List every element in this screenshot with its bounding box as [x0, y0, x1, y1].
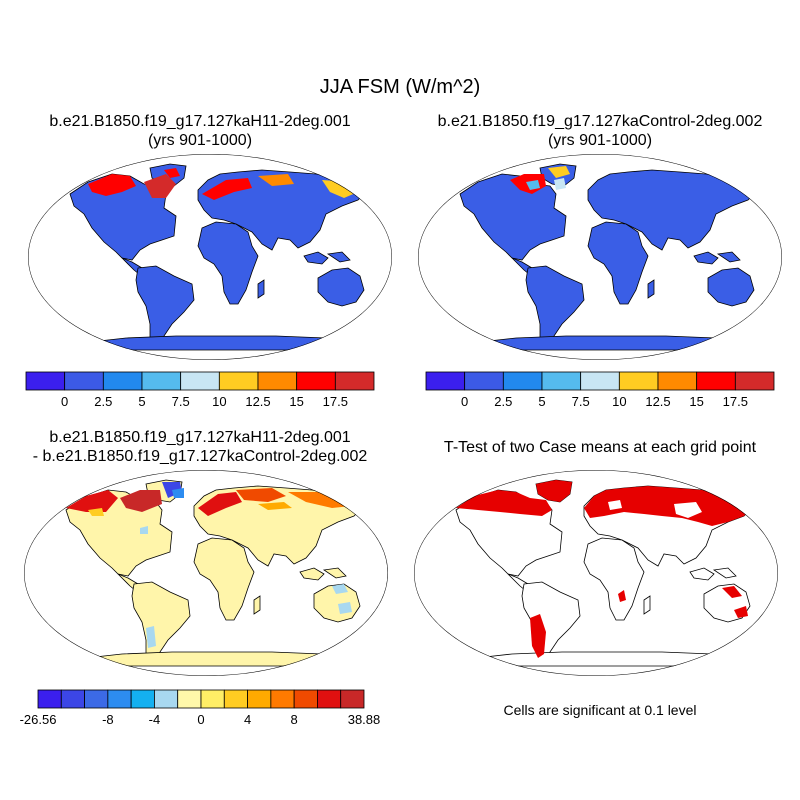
land-fill-case2	[459, 163, 771, 351]
colorbar-difference-swatch	[293, 689, 318, 709]
colorbar-difference-tick-label: -4	[149, 712, 161, 727]
high-fsm-regions-case1	[88, 168, 358, 200]
colorbar-case2-swatch	[541, 371, 582, 391]
figure-title: JJA FSM (W/m^2)	[319, 76, 481, 98]
colorbar-case2: 0 2.5 5 7.5 10 12.5 15 17.5	[425, 371, 775, 409]
panel-title-difference: b.e21.B1850.f19_g17.127kaH11-2deg.001 - …	[10, 428, 390, 466]
colorbar-difference-tick-label: 0	[197, 712, 204, 727]
colorbar-case2-swatch	[696, 371, 736, 391]
colorbar-case1-swatch	[257, 371, 298, 391]
map-ttest-significance	[414, 470, 778, 676]
map-case1	[28, 154, 392, 360]
colorbar-case1-swatch	[25, 371, 66, 391]
colorbar-difference-swatch	[200, 689, 225, 709]
colorbar-case1-tick-label: 12.5	[245, 394, 270, 409]
panel-title-case1-line1: b.e21.B1850.f19_g17.127kaH11-2deg.001	[49, 113, 351, 130]
colorbar-difference-swatch	[37, 689, 62, 709]
colorbar-case1-tick-label: 15	[289, 394, 303, 409]
colorbar-difference-swatch	[177, 689, 202, 709]
colorbar-case1-tick-label: 17.5	[323, 394, 348, 409]
colorbar-case1: 0 2.5 5 7.5 10 12.5 15 17.5	[25, 371, 375, 409]
colorbar-difference-swatch	[130, 689, 155, 709]
colorbar-difference: -26.56 -8 -4 0 4 8 38.88	[20, 689, 380, 727]
colorbar-case2-tick-label: 15	[689, 394, 703, 409]
colorbar-case2-swatch	[425, 371, 466, 391]
colorbar-case2-swatch	[502, 371, 543, 391]
colorbar-difference-swatch	[223, 689, 248, 709]
colorbar-case1-swatch	[64, 371, 104, 391]
colorbar-difference-swatch	[340, 689, 365, 709]
colorbar-difference-swatch	[247, 689, 272, 709]
colorbar-difference-swatch	[60, 689, 85, 709]
colorbar-difference-tick-label: -8	[102, 712, 114, 727]
colorbar-case1-swatch	[218, 371, 259, 391]
colorbar-case2-tick-label: 12.5	[645, 394, 670, 409]
panel-title-difference-line2: - b.e21.B1850.f19_g17.127kaControl-2deg.…	[32, 448, 368, 465]
panel-title-case2-years: (yrs 901-1000)	[547, 132, 653, 149]
panel-title-case2-line1: b.e21.B1850.f19_g17.127kaControl-2deg.00…	[437, 113, 763, 130]
colorbar-difference-swatch	[317, 689, 342, 709]
colorbar-difference-tick-label: 8	[291, 712, 298, 727]
colorbar-difference-tick-label: 4	[244, 712, 251, 727]
colorbar-difference-swatch	[107, 689, 132, 709]
colorbar-case1-swatch	[102, 371, 143, 391]
significance-note: Cells are significant at 0.1 level	[503, 702, 697, 718]
colorbar-case2-tick-label: 0	[461, 394, 468, 409]
colorbar-case2-swatch	[464, 371, 504, 391]
colorbar-difference-tick-label: 38.88	[348, 712, 381, 727]
colorbar-case1-swatch	[180, 371, 220, 391]
colorbar-case2-swatch	[734, 371, 775, 391]
colorbar-case2-swatch	[657, 371, 698, 391]
colorbar-case1-tick-label: 7.5	[172, 394, 190, 409]
colorbar-case1-tick-label: 0	[61, 394, 68, 409]
panel-title-case1: b.e21.B1850.f19_g17.127kaH11-2deg.001 (y…	[10, 112, 390, 150]
colorbar-case2-tick-label: 5	[538, 394, 545, 409]
colorbar-case2-tick-label: 2.5	[494, 394, 512, 409]
colorbar-case1-swatch	[334, 371, 375, 391]
colorbar-case1-tick-label: 5	[138, 394, 145, 409]
map-case2	[418, 154, 782, 360]
panel-title-difference-line1: b.e21.B1850.f19_g17.127kaH11-2deg.001	[49, 429, 351, 446]
map-difference	[24, 470, 388, 676]
panel-title-case2: b.e21.B1850.f19_g17.127kaControl-2deg.00…	[410, 112, 790, 150]
colorbar-difference-swatch	[154, 689, 179, 709]
colorbar-difference-tick-label: -26.56	[20, 712, 57, 727]
colorbar-case1-swatch	[141, 371, 182, 391]
high-fsm-regions-case2	[510, 166, 752, 194]
colorbar-case1-swatch	[296, 371, 336, 391]
colorbar-case1-tick-label: 2.5	[94, 394, 112, 409]
colorbar-case1-tick-label: 10	[212, 394, 226, 409]
colorbar-case2-swatch	[580, 371, 620, 391]
panel-title-ttest: T-Test of two Case means at each grid po…	[443, 439, 757, 456]
colorbar-case2-tick-label: 17.5	[723, 394, 748, 409]
colorbar-case2-tick-label: 10	[612, 394, 626, 409]
panel-title-case1-years: (yrs 901-1000)	[147, 132, 253, 149]
colorbar-difference-swatch	[84, 689, 109, 709]
nonsignificant-gaps	[608, 500, 702, 518]
colorbar-difference-swatch	[270, 689, 295, 709]
colorbar-case2-swatch	[618, 371, 659, 391]
significant-cells	[456, 480, 752, 658]
colorbar-case2-tick-label: 7.5	[572, 394, 590, 409]
